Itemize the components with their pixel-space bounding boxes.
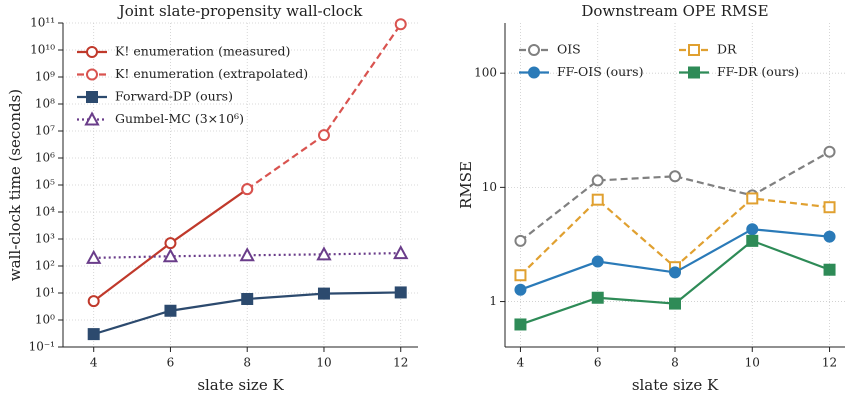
legend-marker: [688, 44, 700, 56]
chart-title: Downstream OPE RMSE: [581, 2, 768, 20]
x-tick-label: 6: [167, 356, 175, 370]
legend-label: K! enumeration (extrapolated): [115, 66, 308, 81]
y-tick-label: 1: [489, 294, 497, 308]
marker: [591, 174, 604, 187]
legend-marker: [86, 46, 98, 58]
x-axis-label: slate size K: [632, 376, 719, 394]
y-tick-label: 10¹⁰: [30, 43, 55, 57]
marker: [394, 18, 407, 31]
legend-marker: [688, 66, 700, 79]
legend-label: Forward-DP (ours): [115, 89, 233, 104]
x-tick-label: 12: [822, 356, 837, 370]
marker: [823, 230, 836, 243]
marker: [87, 328, 100, 341]
x-tick-label: 8: [243, 356, 251, 370]
marker: [591, 193, 604, 206]
x-tick-label: 10: [316, 356, 331, 370]
series-line: [93, 252, 401, 259]
marker: [394, 286, 407, 299]
y-tick-label: 10¹¹: [30, 16, 55, 30]
y-axis-label: RMSE: [457, 161, 475, 209]
marker: [317, 287, 330, 300]
marker: [164, 304, 177, 317]
x-tick-label: 12: [393, 356, 408, 370]
legend-marker: [86, 68, 98, 81]
y-tick-label: 10⁸: [35, 97, 55, 111]
x-tick-label: 4: [90, 356, 98, 370]
y-tick-label: 10⁶: [35, 151, 55, 165]
legend-marker: [528, 66, 540, 79]
marker: [239, 247, 255, 262]
legend-label: FF-OIS (ours): [557, 64, 643, 79]
marker: [162, 248, 179, 263]
marker: [86, 249, 102, 264]
series-line: [520, 228, 830, 291]
y-tick-label: 10¹: [35, 286, 55, 300]
marker: [823, 201, 836, 214]
legend-label: K! enumeration (measured): [115, 44, 290, 59]
legend-label: DR: [717, 42, 737, 57]
marker: [316, 246, 332, 261]
y-tick-label: 10: [482, 180, 497, 194]
y-axis-label: wall-clock time (seconds): [6, 89, 24, 281]
y-tick-label: 10⁹: [35, 70, 55, 84]
marker: [746, 223, 759, 236]
y-tick-label: 10⁰: [35, 313, 55, 327]
marker: [746, 234, 759, 247]
marker: [746, 192, 759, 205]
marker: [241, 183, 254, 196]
y-tick-label: 100: [474, 66, 497, 80]
marker: [669, 297, 681, 310]
legend-label: Gumbel-MC (3×10⁶): [115, 111, 244, 126]
marker: [514, 283, 527, 296]
marker: [317, 129, 330, 142]
x-tick-label: 6: [594, 356, 602, 370]
x-tick-label: 8: [671, 356, 679, 370]
y-tick-label: 10⁷: [35, 124, 55, 138]
y-tick-label: 10⁵: [35, 178, 55, 192]
marker: [514, 318, 527, 331]
y-tick-label: 10⁴: [35, 205, 55, 219]
marker: [823, 145, 836, 158]
legend-label: OIS: [557, 42, 581, 57]
marker: [87, 295, 100, 308]
marker: [164, 237, 177, 250]
marker: [514, 234, 527, 247]
y-tick-label: 10⁻¹: [29, 340, 55, 354]
marker: [591, 255, 604, 268]
marker: [241, 292, 254, 305]
legend-marker: [84, 111, 100, 126]
legend-label: FF-DR (ours): [717, 64, 799, 79]
y-tick-label: 10³: [35, 232, 55, 246]
marker: [393, 245, 409, 260]
y-tick-label: 10²: [35, 259, 55, 273]
marker: [823, 263, 836, 276]
marker: [591, 291, 604, 304]
x-axis-label: slate size K: [197, 376, 284, 394]
x-tick-label: 4: [517, 356, 525, 370]
legend-marker: [528, 44, 540, 56]
x-tick-label: 10: [745, 356, 760, 370]
chart-title: Joint slate-propensity wall-clock: [117, 2, 363, 20]
marker: [669, 170, 681, 183]
marker: [514, 269, 527, 282]
legend-marker: [86, 91, 98, 103]
marker: [669, 266, 681, 279]
